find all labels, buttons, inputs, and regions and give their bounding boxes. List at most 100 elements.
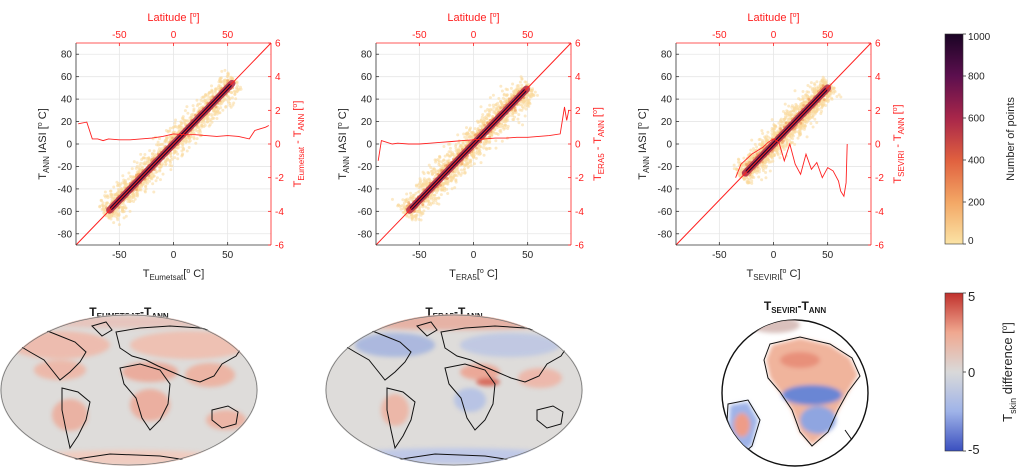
colorbar-density: 1000 800 600 400 200 0 Number of points [944,32,1017,247]
y-tick-label: 20 [661,117,673,128]
map-title: TSEVIRI-TANN [764,299,826,315]
y-tick-label: -80 [658,229,673,240]
colorbar-difference: 5 0 -5 Tskin difference [o] [944,289,1018,457]
y-tick-label: 60 [61,72,73,83]
colorbar-density-tick: 1000 [968,32,991,43]
y-axis-label: TANN IASI [o C] [37,108,51,180]
x-tick-label: 0 [171,250,177,261]
grid-lines [676,43,871,245]
y-tick-label: 80 [361,50,373,61]
map-seviri-diff: TSEVIRI-TANN [721,299,869,467]
difference-curve [78,121,270,142]
right-tick-label: -4 [875,207,884,218]
y-tick-label: 60 [661,72,673,83]
colorbar-difference-tick: 0 [968,365,975,380]
colorbar-density-tick: 200 [968,198,985,209]
right-tick-label: 0 [275,140,281,151]
y-tick-label: -60 [658,207,673,218]
right-tick-label: -6 [875,241,884,252]
y-tick-label: 20 [61,117,73,128]
top-tick-label: 50 [822,30,834,41]
colorbar-density-tick: 600 [968,114,985,125]
y-tick-label: 0 [366,140,372,151]
colorbar-density-tick: 0 [968,236,974,247]
right-tick-label: -4 [275,207,284,218]
right-tick-label: 4 [875,72,881,83]
y-tick-label: 40 [661,95,673,106]
top-tick-label: 50 [522,30,534,41]
y-tick-label: -40 [58,184,73,195]
top-tick-label: 50 [222,30,234,41]
top-tick-label: 0 [471,30,477,41]
one-to-one-line [375,42,572,246]
difference-curve [377,106,570,161]
top-axis-label: Latitude [o] [147,12,199,24]
right-tick-label: 0 [575,140,581,151]
x-tick-label: -50 [112,250,127,261]
colorbar-difference-tick: -5 [968,442,980,457]
y-tick-label: 60 [361,72,373,83]
right-tick-label: 4 [275,72,281,83]
y-tick-label: -80 [358,229,373,240]
right-tick-label: -6 [275,241,284,252]
x-tick-label: 50 [222,250,234,261]
y-tick-label: -40 [358,184,373,195]
y-tick-label: 80 [61,50,73,61]
y-tick-label: -20 [58,162,73,173]
top-tick-label: 0 [171,30,177,41]
x-tick-label: 50 [822,250,834,261]
right-tick-label: 6 [575,39,581,50]
y-tick-label: 20 [361,117,373,128]
map-era5-diff: TERA5-TANN [325,305,583,466]
right-tick-label: 6 [875,39,881,50]
y-tick-label: -40 [658,184,673,195]
right-tick-label: 4 [575,72,581,83]
colorbar-density-tick: 800 [968,72,985,83]
right-tick-label: -2 [875,173,884,184]
colorbar-density-label: Number of points [1005,97,1017,181]
map-eumetsat-diff: TEUMETSAT-TANN [0,305,258,466]
y-axis-label: TANN IASI [o C] [637,108,651,180]
right-axis-label: TSEVIRI - TANN [o] [892,104,906,183]
y-tick-label: 80 [661,50,673,61]
y-tick-label: 0 [666,140,672,151]
y-tick-label: 40 [361,95,373,106]
colorbar-density-tick: 400 [968,156,985,167]
top-tick-label: 0 [771,30,777,41]
top-tick-label: -50 [412,30,427,41]
x-tick-label: -50 [412,250,427,261]
right-tick-label: 2 [575,106,581,117]
top-axis-label: Latitude [o] [747,12,799,24]
right-axis-label: TERA5 - TANN [o] [592,107,606,181]
x-tick-label: 0 [471,250,477,261]
y-axis-label: TANN IASI [o C] [337,108,351,180]
right-tick-label: 0 [875,140,881,151]
x-axis-label: TSEVIRI[o C] [747,268,801,282]
y-tick-label: -60 [358,207,373,218]
top-tick-label: -50 [712,30,727,41]
y-tick-label: -20 [658,162,673,173]
colorbar-difference-label: Tskin difference [o] [1000,322,1018,422]
colorbar-difference-tick: 5 [968,289,975,304]
right-tick-label: -6 [575,241,584,252]
difference-curve [735,138,848,198]
x-axis-label: TERA5[o C] [449,268,498,282]
right-tick-label: 2 [875,106,881,117]
top-tick-label: -50 [112,30,127,41]
right-tick-label: -4 [575,207,584,218]
right-axis-label: TEumetsat - TANN [o] [292,101,306,188]
x-tick-label: -50 [712,250,727,261]
y-tick-label: -60 [58,207,73,218]
y-tick-label: 0 [66,140,72,151]
top-axis-label: Latitude [o] [447,12,499,24]
y-tick-label: -80 [58,229,73,240]
right-tick-label: 2 [275,106,281,117]
y-tick-label: -20 [358,162,373,173]
right-tick-label: -2 [575,173,584,184]
right-tick-label: 6 [275,39,281,50]
x-axis-label: TEumetsat[o C] [143,268,205,282]
